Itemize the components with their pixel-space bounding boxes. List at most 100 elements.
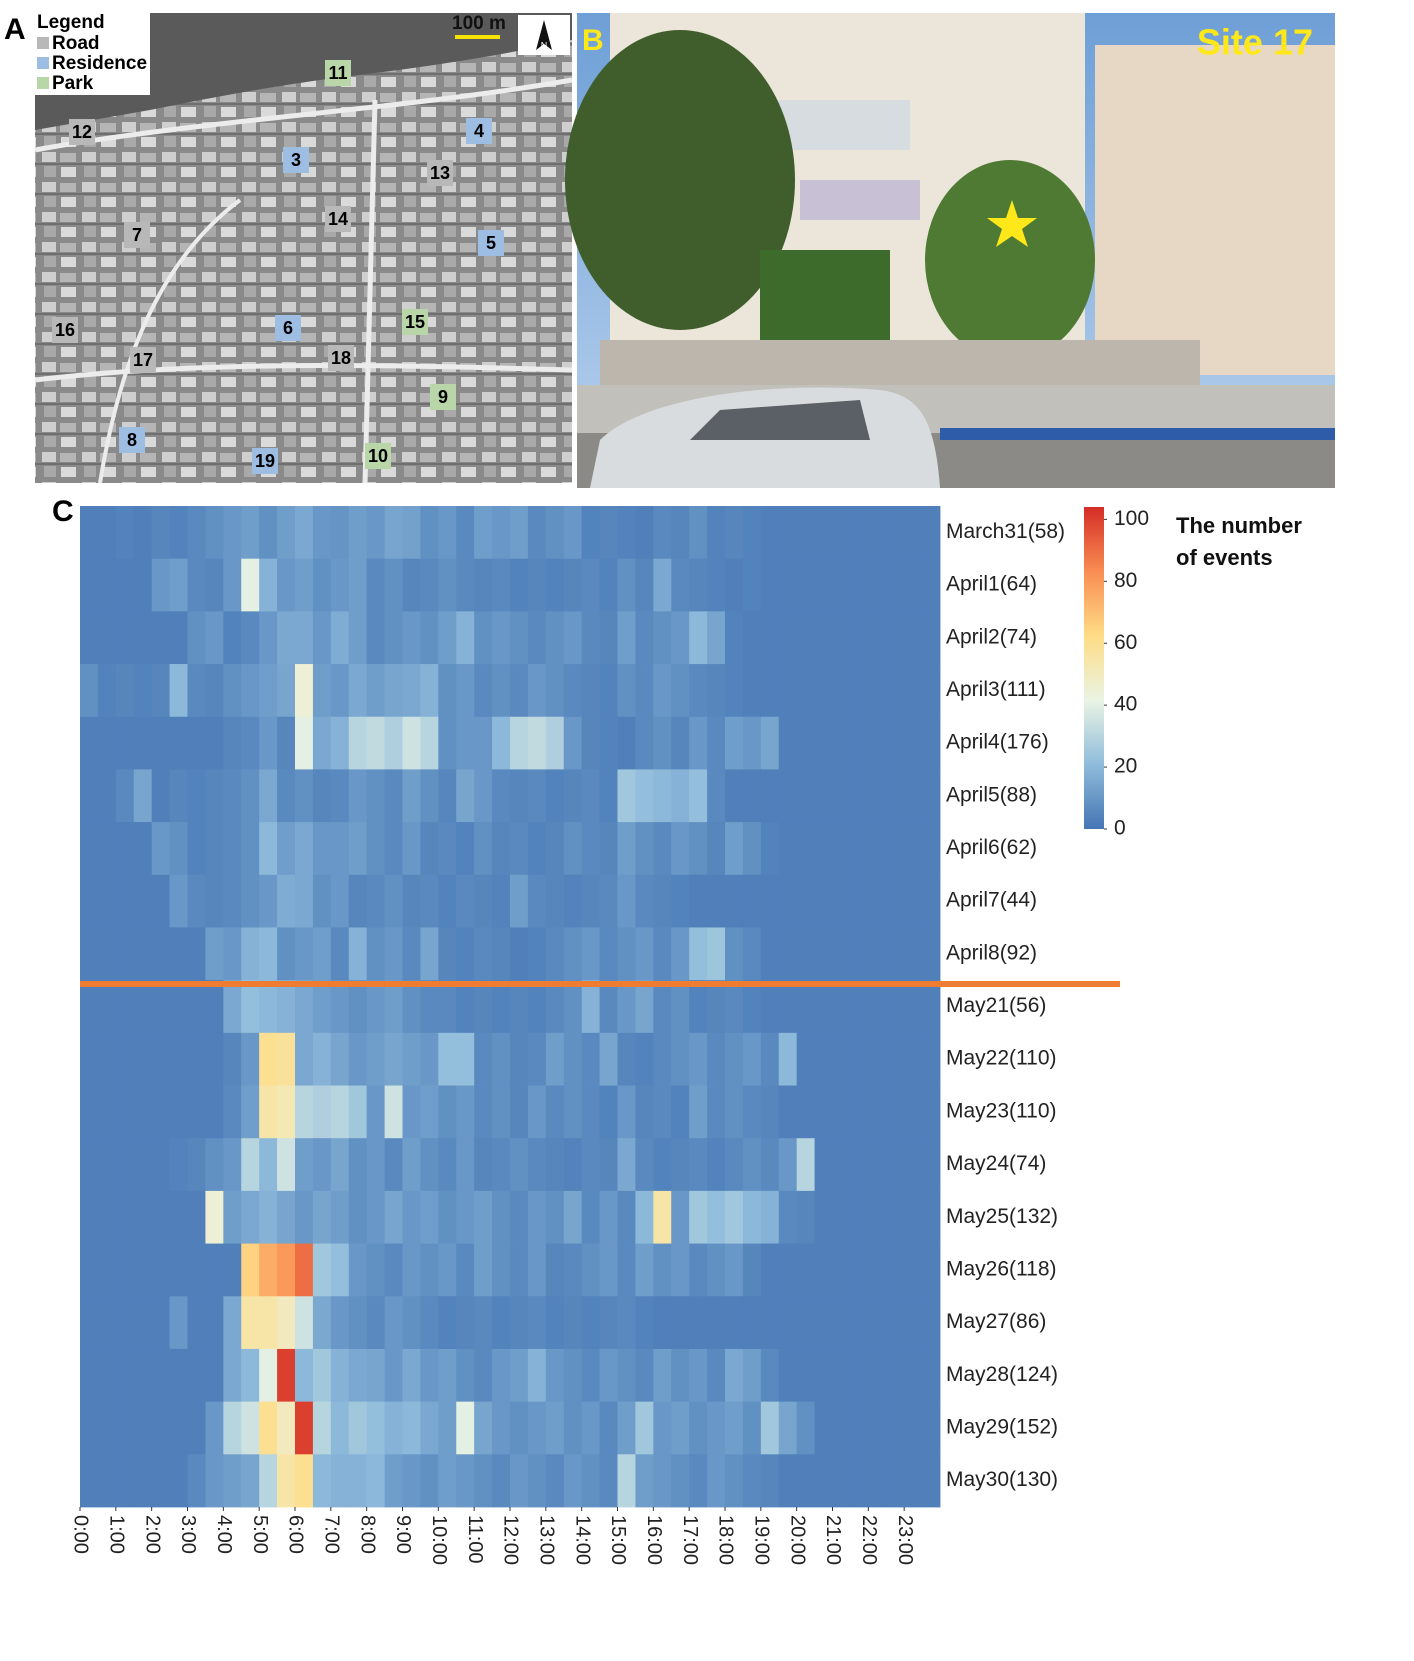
site-marker <box>325 206 351 232</box>
heat-cell <box>760 1348 780 1403</box>
heat-cell <box>402 664 421 718</box>
heat-cell <box>277 1032 296 1086</box>
heat-cell <box>527 1085 547 1139</box>
heat-cell <box>635 611 654 665</box>
photo-building <box>1095 45 1335 375</box>
heat-cell <box>330 506 350 560</box>
heat-cell <box>456 558 475 612</box>
heat-cell <box>545 874 565 928</box>
row-label: May29(152) <box>946 1416 1058 1439</box>
heat-cell <box>814 664 833 718</box>
heat-cell <box>151 506 170 560</box>
heat-cell <box>312 769 332 823</box>
heat-cell <box>671 506 690 560</box>
heat-cell <box>80 874 99 928</box>
heat-cell <box>277 1348 296 1403</box>
heat-cell <box>796 769 815 823</box>
heat-cell <box>384 1348 403 1403</box>
heat-cell <box>814 1190 833 1244</box>
heat-cell <box>295 1348 314 1403</box>
heat-cell <box>653 769 672 823</box>
heat-cell <box>151 1190 170 1244</box>
heat-cell <box>438 1085 457 1139</box>
heat-cell <box>868 1348 887 1403</box>
heat-cell <box>80 664 99 718</box>
heat-cell <box>563 1296 583 1350</box>
heat-cell <box>474 506 493 560</box>
heat-cell <box>778 1085 798 1139</box>
heat-cell <box>832 611 851 665</box>
legend-label: Residence <box>52 53 147 74</box>
heat-cell <box>133 769 153 823</box>
heat-cell <box>653 1243 672 1297</box>
heat-cell <box>438 506 457 560</box>
row-label: May26(118) <box>946 1257 1057 1280</box>
heat-cell <box>707 1032 726 1086</box>
heat-cell <box>850 1401 869 1455</box>
heat-cell <box>796 1401 815 1455</box>
heat-cell <box>527 874 547 928</box>
heat-cell <box>760 716 780 770</box>
heat-cell <box>581 1032 600 1086</box>
heat-cell <box>223 558 242 612</box>
heat-cell <box>814 927 833 981</box>
heat-cell <box>97 506 117 560</box>
heat-cell <box>223 1348 242 1403</box>
legend-swatch <box>37 77 49 89</box>
heat-cell <box>599 1401 618 1455</box>
heat-cell <box>510 769 529 823</box>
heat-cell <box>922 1138 941 1192</box>
heat-cell <box>850 558 869 612</box>
heat-cell <box>456 506 475 560</box>
heat-cell <box>348 769 368 823</box>
heat-cell <box>402 506 421 560</box>
heat-cell <box>259 822 278 876</box>
heat-cell <box>384 1032 403 1086</box>
heat-cell <box>922 874 941 928</box>
heat-cell <box>904 769 923 823</box>
heat-cell <box>599 1190 618 1244</box>
heat-cell <box>886 1348 905 1403</box>
heat-cell <box>850 611 869 665</box>
heat-cell <box>922 1401 941 1455</box>
heat-cell <box>456 822 475 876</box>
heat-cell <box>850 716 869 770</box>
heat-cell <box>277 1243 296 1297</box>
heat-cell <box>80 716 99 770</box>
heat-cell <box>80 1296 99 1350</box>
heat-cell <box>312 822 332 876</box>
heat-cell <box>814 980 833 1034</box>
heat-cell <box>133 1190 153 1244</box>
heat-cell <box>456 1348 475 1403</box>
heat-cell <box>778 874 798 928</box>
heat-cell <box>330 1085 350 1139</box>
heat-cell <box>384 1296 403 1350</box>
heat-cell <box>581 822 600 876</box>
site-marker <box>427 160 453 186</box>
heat-cell <box>223 716 242 770</box>
heat-cell <box>438 611 457 665</box>
heat-cell <box>348 822 368 876</box>
heat-cell <box>133 874 153 928</box>
heat-cell <box>330 1243 350 1297</box>
heat-cell <box>886 1454 905 1508</box>
site-label: 13 <box>430 163 450 183</box>
heat-cell <box>169 1401 188 1455</box>
heat-cell <box>707 611 726 665</box>
heat-cell <box>527 558 547 612</box>
heat-cell <box>456 1032 475 1086</box>
heat-cell <box>635 822 654 876</box>
heat-cell <box>259 1296 278 1350</box>
heat-cell <box>277 1190 296 1244</box>
heat-cell <box>635 1138 654 1192</box>
heat-cell <box>778 611 798 665</box>
heat-cell <box>97 769 117 823</box>
heat-cell <box>653 716 672 770</box>
heat-cell <box>707 1085 726 1139</box>
heat-cell <box>707 1348 726 1403</box>
heat-cell <box>384 874 403 928</box>
heat-cell <box>545 716 565 770</box>
heat-cell <box>832 1138 851 1192</box>
x-tick-label: 5:00 <box>249 1515 271 1554</box>
row-label: May22(110) <box>946 1047 1057 1070</box>
